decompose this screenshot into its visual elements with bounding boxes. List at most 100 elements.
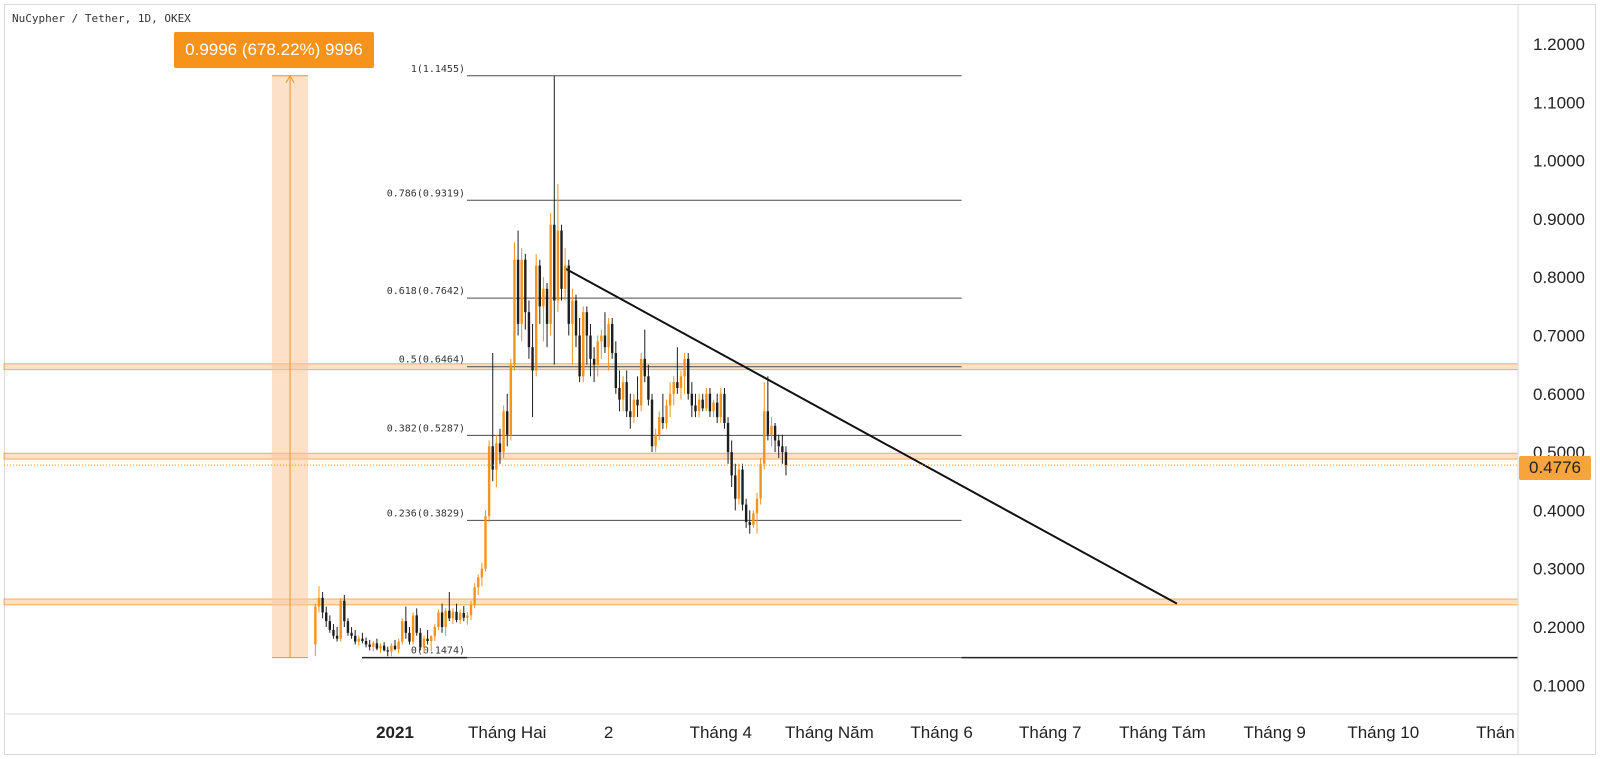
candle-body (527, 312, 531, 348)
candle-body (563, 265, 567, 289)
y-tick-label: 0.8000 (1533, 268, 1585, 287)
y-tick-label: 0.3000 (1533, 560, 1585, 579)
candle-body (430, 636, 433, 641)
candle-body (697, 399, 701, 412)
candle-body (516, 259, 520, 324)
x-tick-label: Tháng 6 (910, 723, 972, 742)
candle-body (763, 411, 766, 464)
candle-body (567, 265, 570, 324)
horizontal-zone (3, 598, 1519, 606)
candle-body (777, 440, 780, 447)
measure-label: 0.9996 (678.22%) 9996 (174, 32, 374, 68)
fib-level-label: 1(1.1455) (411, 64, 465, 75)
candle-body (440, 612, 444, 627)
candle-body (665, 405, 668, 423)
candle-body (375, 643, 379, 649)
candle-body (618, 387, 621, 400)
candle-body (390, 645, 393, 652)
candle-body (545, 288, 549, 324)
candle-body (784, 452, 788, 465)
fib-level-label: 0(0.1474) (411, 646, 465, 657)
candle-body (473, 587, 476, 605)
candle-body (690, 393, 694, 406)
candle-body (679, 376, 683, 388)
candle-body (386, 650, 389, 652)
x-tick-label: Tháng Năm (785, 723, 874, 742)
candle-body (694, 405, 697, 412)
candle-body (498, 443, 502, 453)
y-tick-label: 0.6000 (1533, 385, 1585, 404)
y-tick-label: 0.1000 (1533, 676, 1585, 695)
candle-body (654, 434, 657, 447)
candle-body (683, 358, 686, 377)
candle-body (332, 629, 335, 636)
candle-body (495, 443, 498, 470)
candle-body (411, 615, 415, 642)
candle-body (368, 644, 371, 647)
fibonacci-retracement: 1(1.1455) 0.786(0.9319) 0.618(0.7642) 0.5(0… (362, 64, 1518, 659)
candle-body (350, 632, 353, 636)
candle-body (397, 641, 400, 650)
candle-body (549, 224, 552, 324)
candle-body (766, 411, 770, 435)
candle-body (509, 364, 513, 435)
candle-body (650, 399, 654, 447)
x-tick-label: Tháng 7 (1019, 723, 1081, 742)
candle-body (578, 335, 581, 377)
candle-body (404, 621, 408, 633)
candle-body (328, 621, 332, 630)
symbol-title: NuCypher / Tether, 1D, OKEX (12, 12, 191, 25)
candle-body (676, 382, 679, 388)
candle-body (462, 613, 465, 618)
candle-body (444, 610, 447, 627)
candle-body (437, 612, 440, 627)
candle-body (719, 393, 722, 418)
candlestick-series (314, 76, 788, 657)
candle-body (477, 577, 480, 588)
candle-body (647, 376, 650, 400)
y-tick-label: 1.0000 (1533, 152, 1585, 171)
candle-body (520, 259, 523, 324)
candle-body (741, 469, 744, 505)
candle-body (346, 621, 350, 633)
candle-body (744, 504, 748, 523)
candle-body (314, 606, 317, 645)
candle-body (321, 597, 324, 613)
candle-body (393, 645, 397, 650)
candle-body (730, 452, 733, 476)
candle-body (582, 312, 585, 377)
x-tick-label: 2 (604, 723, 613, 742)
trendline-layer (564, 267, 1178, 605)
candle-body (455, 611, 458, 621)
candle-body (668, 393, 672, 406)
candle-body (531, 347, 534, 371)
candle-body (755, 498, 759, 514)
candle-body (357, 638, 360, 642)
candle-body (737, 469, 741, 499)
candle-body (361, 638, 364, 641)
y-tick-label: 1.1000 (1533, 93, 1585, 112)
candle-body (589, 335, 592, 359)
candle-body (491, 446, 494, 470)
x-tick-label: Tháng 10 (1347, 723, 1419, 742)
candle-body (451, 611, 455, 619)
fib-level-label: 0.236(0.3829) (387, 508, 465, 519)
candle-body (364, 640, 368, 645)
candle-body (487, 446, 491, 517)
chart-frame (4, 4, 1596, 755)
candle-body (466, 615, 469, 618)
candle-body (723, 393, 726, 423)
candle-body (422, 638, 426, 648)
candle-body (524, 259, 527, 313)
candle-body (701, 399, 704, 409)
candle-body (382, 645, 386, 651)
candle-body (542, 288, 545, 307)
x-tick-label: Tháng 4 (690, 723, 752, 742)
price-range-measure (271, 74, 309, 659)
candle-body (426, 638, 429, 641)
candle-body (625, 382, 628, 412)
candle-body (687, 358, 690, 394)
candle-body (448, 610, 451, 619)
candle-body (636, 399, 639, 406)
